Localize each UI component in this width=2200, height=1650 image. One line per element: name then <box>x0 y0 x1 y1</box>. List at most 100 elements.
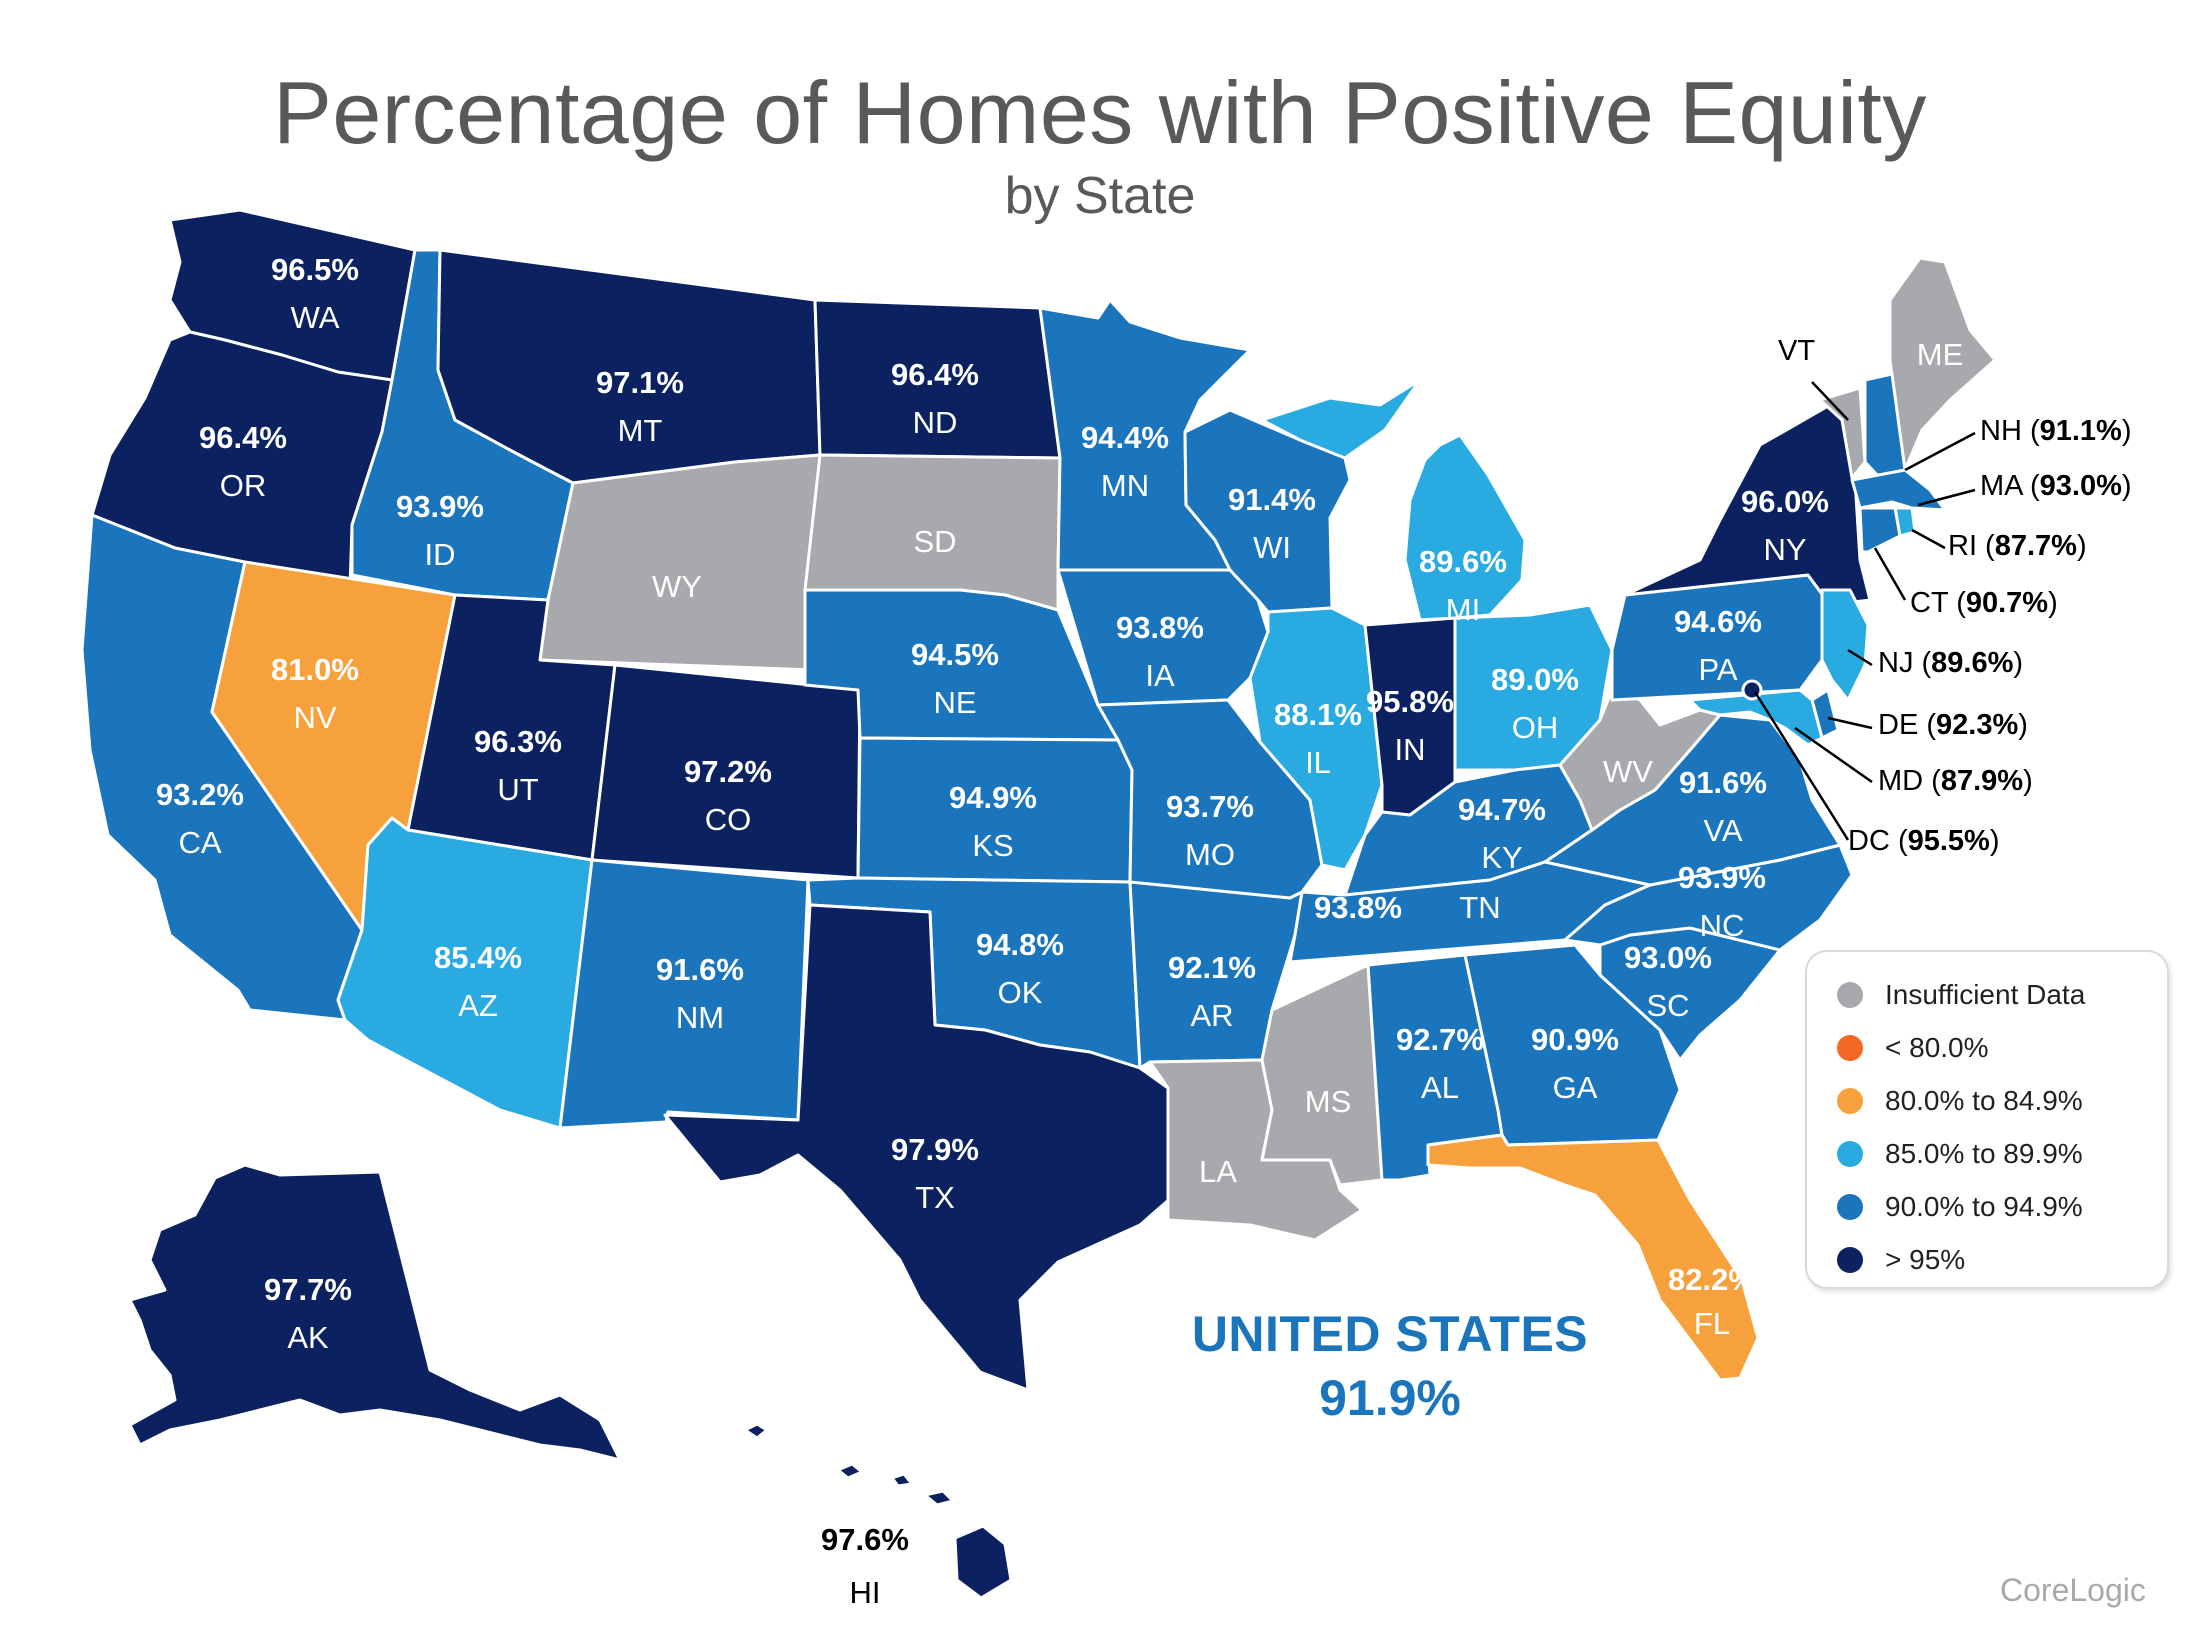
state-code-mi: MI <box>1446 592 1480 627</box>
state-value-nm: 91.6% <box>656 952 744 987</box>
state-code-tn: TN <box>1459 890 1500 925</box>
state-code-hi: HI <box>850 1575 881 1610</box>
state-value-in: 95.8% <box>1366 684 1454 719</box>
legend-label: 80.0% to 84.9% <box>1885 1084 2083 1116</box>
callout-line-ma <box>1917 488 1976 507</box>
state-code-nd: ND <box>913 405 958 440</box>
state-code-ak: AK <box>287 1320 329 1355</box>
state-code-wv: WV <box>1603 754 1653 789</box>
callout-line-ct <box>1873 547 1907 601</box>
callout-line-vt <box>1811 381 1849 421</box>
callout-line-ri <box>1911 528 1946 550</box>
legend-item: < 80.0% <box>1807 1021 2167 1074</box>
legend-swatch <box>1837 1034 1863 1061</box>
state-code-wi: WI <box>1253 530 1291 565</box>
state-value-ar: 92.1% <box>1168 950 1256 985</box>
state-code-ms: MS <box>1305 1084 1352 1119</box>
state-code-oh: OH <box>1512 710 1559 745</box>
legend-item: Insufficient Data <box>1807 968 2167 1021</box>
legend-label: Insufficient Data <box>1885 978 2086 1010</box>
state-nc <box>1563 843 1854 952</box>
state-code-mt: MT <box>618 413 663 448</box>
state-value-il: 88.1% <box>1274 697 1362 732</box>
callout-label-nj: NJ (89.6%) <box>1878 647 2023 679</box>
state-code-ca: CA <box>178 825 221 860</box>
legend-item: > 95% <box>1807 1233 2167 1286</box>
state-value-ak: 97.7% <box>264 1272 352 1307</box>
callout-line-de <box>1827 716 1873 730</box>
state-code-az: AZ <box>458 988 498 1023</box>
state-code-ks: KS <box>972 828 1013 863</box>
state-code-sd: SD <box>913 524 956 559</box>
state-md <box>1688 688 1824 747</box>
source-credit: CoreLogic <box>2000 1572 2146 1608</box>
state-ct <box>1858 506 1902 554</box>
callout-label-ct: CT (90.7%) <box>1910 587 2058 619</box>
state-value-wi: 91.4% <box>1228 482 1316 517</box>
state-code-ar: AR <box>1190 998 1233 1033</box>
state-value-ky: 94.7% <box>1458 792 1546 827</box>
state-nm <box>558 858 810 1130</box>
callout-line-md <box>1794 726 1873 784</box>
state-value-nv: 81.0% <box>271 652 359 687</box>
state-value-or: 96.4% <box>199 420 287 455</box>
state-code-wy: WY <box>652 569 702 604</box>
state-code-sc: SC <box>1646 988 1689 1023</box>
state-code-la: LA <box>1199 1154 1237 1189</box>
state-nj <box>1820 588 1870 702</box>
state-code-ut: UT <box>497 772 538 807</box>
legend-label: > 95% <box>1885 1243 1966 1275</box>
callout-line-nj <box>1847 648 1873 667</box>
legend-swatch <box>1837 1193 1863 1220</box>
callout-label-ma: MA (93.0%) <box>1980 470 2132 502</box>
state-value-ok: 94.8% <box>976 927 1064 962</box>
legend: Insufficient Data < 80.0% 80.0% to 84.9% 85… <box>1805 950 2169 1289</box>
state-ga <box>1463 943 1682 1147</box>
state-value-tn: 93.8% <box>1314 890 1402 925</box>
state-code-nv: NV <box>293 700 336 735</box>
state-code-il: IL <box>1305 745 1331 780</box>
us-total-value: 91.9% <box>1319 1370 1461 1426</box>
map-title: Percentage of Homes with Positive Equity <box>273 63 1927 162</box>
state-value-mo: 93.7% <box>1166 789 1254 824</box>
legend-item: 85.0% to 89.9% <box>1807 1127 2167 1180</box>
state-code-nc: NC <box>1700 908 1745 943</box>
map-subtitle: by State <box>1004 167 1196 225</box>
state-value-az: 85.4% <box>434 940 522 975</box>
state-wy <box>538 453 822 672</box>
state-value-mt: 97.1% <box>596 365 684 400</box>
state-value-tx: 97.9% <box>891 1132 979 1167</box>
state-code-mn: MN <box>1101 468 1149 503</box>
state-code-ok: OK <box>998 975 1043 1010</box>
state-code-al: AL <box>1421 1070 1459 1105</box>
state-code-ky: KY <box>1481 840 1522 875</box>
state-value-ca: 93.2% <box>156 777 244 812</box>
legend-swatch <box>1837 1140 1863 1167</box>
state-value-va: 91.6% <box>1679 765 1767 800</box>
state-code-tx: TX <box>915 1180 955 1215</box>
state-value-ne: 94.5% <box>911 637 999 672</box>
state-code-nm: NM <box>676 1000 724 1035</box>
legend-label: < 80.0% <box>1885 1031 1989 1063</box>
state-value-id: 93.9% <box>396 489 484 524</box>
callout-label-vt: VT <box>1778 335 1815 367</box>
state-value-ga: 90.9% <box>1531 1022 1619 1057</box>
state-value-fl: 82.2% <box>1668 1262 1756 1297</box>
state-ak <box>128 1163 622 1462</box>
state-value-nc: 93.9% <box>1678 860 1766 895</box>
state-tx <box>663 903 1182 1392</box>
state-value-mi: 89.6% <box>1419 544 1507 579</box>
state-code-id: ID <box>425 537 456 572</box>
state-code-ny: NY <box>1763 532 1806 567</box>
state-hi <box>743 1422 1013 1600</box>
legend-swatch <box>1837 1246 1863 1273</box>
state-value-pa: 94.6% <box>1674 604 1762 639</box>
state-code-va: VA <box>1703 813 1742 848</box>
legend-swatch <box>1837 1087 1863 1114</box>
state-code-pa: PA <box>1698 652 1737 687</box>
state-code-in: IN <box>1395 732 1426 767</box>
legend-item: 90.0% to 94.9% <box>1807 1180 2167 1233</box>
state-value-ia: 93.8% <box>1116 610 1204 645</box>
state-code-mo: MO <box>1185 837 1235 872</box>
state-code-wa: WA <box>291 300 340 335</box>
